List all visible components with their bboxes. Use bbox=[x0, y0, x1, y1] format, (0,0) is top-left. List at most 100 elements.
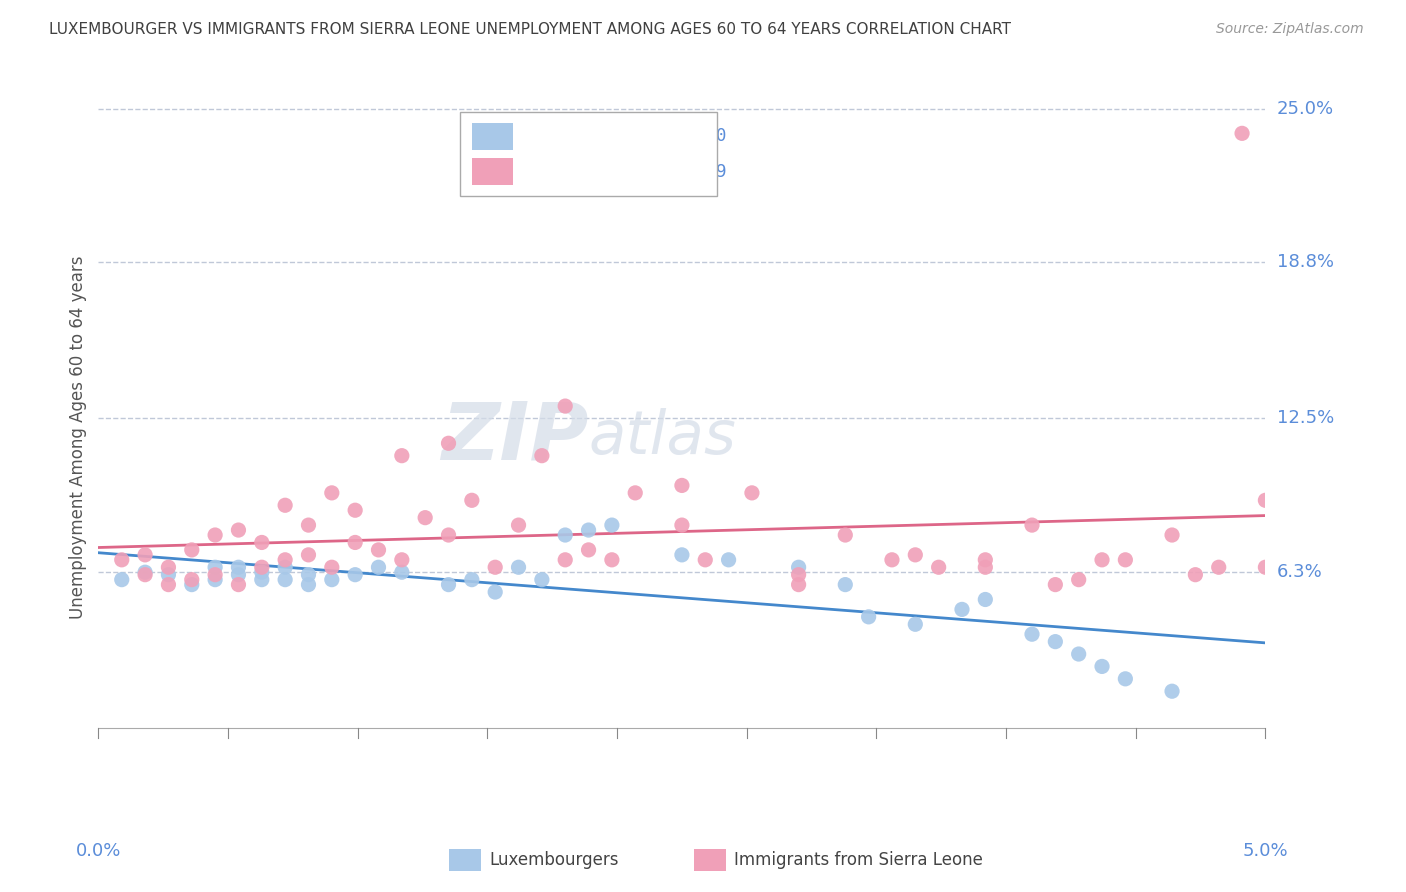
Point bbox=[437, 436, 460, 450]
Point bbox=[344, 503, 367, 517]
Point bbox=[367, 542, 389, 557]
Point bbox=[1184, 567, 1206, 582]
Text: 0.0%: 0.0% bbox=[76, 842, 121, 860]
Point bbox=[484, 585, 506, 599]
FancyBboxPatch shape bbox=[460, 112, 717, 195]
Point bbox=[1067, 647, 1090, 661]
Point bbox=[1067, 573, 1090, 587]
Point bbox=[228, 560, 250, 574]
Point bbox=[880, 553, 903, 567]
Point bbox=[671, 518, 693, 533]
Text: ZIP: ZIP bbox=[441, 398, 589, 476]
Point bbox=[741, 486, 763, 500]
Point bbox=[1254, 560, 1277, 574]
Point bbox=[228, 567, 250, 582]
Point bbox=[695, 553, 717, 567]
Bar bbox=[472, 158, 513, 186]
Point bbox=[928, 560, 950, 574]
Point bbox=[1114, 553, 1136, 567]
Point bbox=[274, 573, 297, 587]
Point bbox=[461, 573, 484, 587]
Point bbox=[180, 573, 202, 587]
Point bbox=[250, 560, 273, 574]
Point bbox=[391, 553, 413, 567]
Text: Luxembourgers: Luxembourgers bbox=[489, 851, 619, 869]
Text: 12.5%: 12.5% bbox=[1277, 409, 1334, 427]
Point bbox=[974, 560, 997, 574]
Point bbox=[554, 528, 576, 542]
Point bbox=[950, 602, 973, 616]
Point bbox=[250, 565, 273, 579]
Text: LUXEMBOURGER VS IMMIGRANTS FROM SIERRA LEONE UNEMPLOYMENT AMONG AGES 60 TO 64 YE: LUXEMBOURGER VS IMMIGRANTS FROM SIERRA L… bbox=[49, 22, 1011, 37]
Text: R = -0.375   N = 20: R = -0.375 N = 20 bbox=[527, 128, 727, 145]
Point bbox=[321, 573, 343, 587]
Point bbox=[624, 486, 647, 500]
Bar bbox=[449, 849, 481, 871]
Point bbox=[180, 542, 202, 557]
Point bbox=[204, 528, 226, 542]
Point bbox=[530, 573, 553, 587]
Point bbox=[180, 577, 202, 591]
Text: Immigrants from Sierra Leone: Immigrants from Sierra Leone bbox=[734, 851, 983, 869]
Point bbox=[671, 478, 693, 492]
Text: Source: ZipAtlas.com: Source: ZipAtlas.com bbox=[1216, 22, 1364, 37]
Point bbox=[250, 535, 273, 549]
Point bbox=[787, 567, 810, 582]
Point bbox=[134, 565, 156, 579]
Text: R =  0.338   N = 59: R = 0.338 N = 59 bbox=[527, 162, 727, 180]
Point bbox=[858, 610, 880, 624]
Point bbox=[437, 577, 460, 591]
Point bbox=[1021, 518, 1043, 533]
Point bbox=[974, 592, 997, 607]
Point bbox=[578, 523, 600, 537]
Point bbox=[671, 548, 693, 562]
Point bbox=[157, 567, 180, 582]
Point bbox=[413, 510, 436, 524]
Point bbox=[250, 573, 273, 587]
Point bbox=[297, 548, 319, 562]
Point bbox=[274, 560, 297, 574]
Point bbox=[1254, 493, 1277, 508]
Point bbox=[391, 565, 413, 579]
Text: atlas: atlas bbox=[589, 408, 737, 467]
Point bbox=[297, 518, 319, 533]
Point bbox=[554, 553, 576, 567]
Point bbox=[134, 548, 156, 562]
Point bbox=[787, 560, 810, 574]
Point bbox=[1045, 577, 1067, 591]
Point bbox=[787, 577, 810, 591]
Y-axis label: Unemployment Among Ages 60 to 64 years: Unemployment Among Ages 60 to 64 years bbox=[69, 255, 87, 619]
Point bbox=[717, 553, 740, 567]
Point bbox=[530, 449, 553, 463]
Point bbox=[508, 518, 530, 533]
Point bbox=[1114, 672, 1136, 686]
Point bbox=[367, 560, 389, 574]
Point bbox=[134, 567, 156, 582]
Point bbox=[111, 553, 134, 567]
Point bbox=[274, 553, 297, 567]
Point bbox=[391, 449, 413, 463]
Point bbox=[321, 560, 343, 574]
Point bbox=[297, 577, 319, 591]
Text: 25.0%: 25.0% bbox=[1277, 100, 1334, 118]
Point bbox=[204, 573, 226, 587]
Point bbox=[204, 560, 226, 574]
Text: 6.3%: 6.3% bbox=[1277, 563, 1322, 582]
Point bbox=[1230, 126, 1253, 140]
Point bbox=[437, 528, 460, 542]
Point bbox=[461, 493, 484, 508]
Point bbox=[228, 523, 250, 537]
Point bbox=[554, 399, 576, 413]
Point bbox=[484, 560, 506, 574]
Point bbox=[1208, 560, 1230, 574]
Point bbox=[297, 567, 319, 582]
Text: 18.8%: 18.8% bbox=[1277, 253, 1333, 271]
Point bbox=[157, 560, 180, 574]
Point bbox=[1161, 528, 1184, 542]
Point bbox=[1091, 659, 1114, 673]
Point bbox=[600, 553, 623, 567]
Point bbox=[1021, 627, 1043, 641]
Bar bbox=[472, 122, 513, 151]
Point bbox=[274, 498, 297, 512]
Point bbox=[834, 577, 856, 591]
